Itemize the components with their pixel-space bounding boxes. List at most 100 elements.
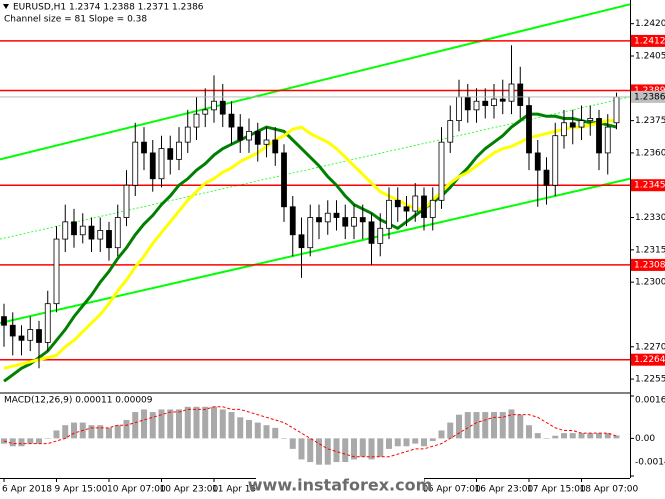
macd-signal [3,406,617,458]
macd-bar [316,438,322,465]
macd-bar [342,438,349,463]
current-price-box [631,90,665,103]
candle-body [18,335,25,341]
macd-bar [508,409,515,439]
moving-average [3,112,617,383]
macd-bar [596,433,602,439]
candle-body [596,118,602,154]
macd-bar [123,419,130,439]
candle-body [298,234,305,249]
candle-body [394,199,401,208]
macd-bar [114,425,121,439]
macd-bar [228,412,235,439]
candle-body [106,230,112,249]
x-tick-label: 16 Apr 23:00 [475,485,534,495]
candle-body [351,217,357,227]
candle-body [158,148,165,180]
macd-bar [403,438,410,447]
candle-body [473,100,480,111]
candle-body [307,217,314,249]
x-tick-label: 10 Apr 07:00 [107,485,166,495]
y-tick-label: 1.2375 [635,116,665,126]
candle-body [386,199,392,229]
macd-bar [246,419,252,439]
y-tick-label: 1.2270 [635,342,665,352]
macd-bar [289,438,296,449]
candle-body [193,113,200,128]
macd-bar [149,412,156,439]
candle-body [27,329,34,341]
macd-bar [456,414,462,439]
macd-bar [447,422,454,439]
candle-body [342,217,349,227]
candle-body [167,148,174,160]
level-box [631,353,665,366]
candle-body [53,238,60,305]
candle-body [377,227,384,244]
macd-bar [473,412,480,439]
macd-bar [9,438,16,447]
candle-body [71,221,77,236]
y-tick-label: 1.2360 [635,148,665,158]
y-tick-label: 1.2255 [635,375,665,385]
candle-body [543,169,550,186]
candle-body [44,303,51,343]
candle-body [482,100,489,106]
macd-bar [386,438,392,449]
macd-bar [307,438,314,463]
candle-body [176,141,182,160]
macd-bar [202,406,209,439]
candle-body [517,83,524,106]
macd-bar [438,430,445,439]
macd-bar [36,438,42,444]
macd-bar [482,412,489,439]
x-tick-label: 10 Apr 23:00 [160,485,219,495]
candle-body [97,230,104,240]
candle-body [508,83,515,102]
candle-body [333,212,340,218]
macd-bar [526,425,532,439]
candle-body [36,329,42,343]
macd-bar [281,438,287,439]
candle-body [429,199,436,218]
candle-body [237,126,244,141]
macd-bar [351,438,357,460]
chart-subtitle: Channel size = 81 Slope = 0.38 [4,15,147,25]
macd-tick-label: 0.00 [635,434,655,444]
candle-body [211,100,217,111]
macd-bar [272,427,279,439]
macd-bar [184,406,191,439]
macd-bar [158,409,165,439]
level-label: 1.2264 [634,355,665,365]
candle-body [526,105,532,154]
macd-bar [421,438,427,447]
candle-body [464,96,471,111]
macd-bar [359,438,366,457]
y-tick-label: 1.2420 [635,19,665,29]
macd-bar [53,430,60,439]
macd-bar [263,425,270,439]
x-tick-label: 6 Apr 2018 [2,485,52,495]
candle-body [141,141,147,154]
macd-bar [193,406,200,439]
candle-body [219,100,226,115]
x-tick-label: 18 Apr 07:00 [580,485,639,495]
candle-body [604,126,611,154]
macd-bar [106,427,112,439]
candle-body [289,206,296,236]
macd-bar [324,438,331,465]
macd-bar [491,412,497,439]
y-tick-label: 1.2300 [635,278,665,288]
candle-body [456,96,462,122]
x-tick-label: 9 Apr 15:00 [55,485,108,495]
macd-bar [578,433,585,439]
macd-bar [368,438,375,460]
channel-line-upper [0,3,631,161]
watermark: www.instaforex.com [248,476,432,495]
candle-body [534,152,541,171]
macd-bar [464,412,471,439]
level-label: 1.2412 [634,36,665,46]
macd-label: MACD(12,26,9) 0.00011 0.00009 [4,396,153,406]
